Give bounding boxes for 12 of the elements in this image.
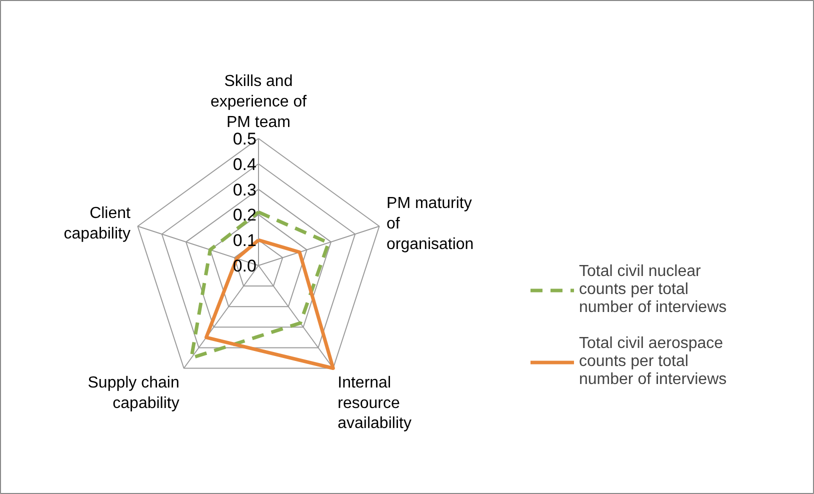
y-tick-label: 0.4: [232, 154, 256, 174]
y-tick-label: 0.3: [232, 180, 256, 200]
spoke-label: PM maturity of organisation: [386, 195, 474, 253]
legend-label: Total civil nuclear counts per total number of interviews: [579, 263, 727, 317]
spoke-label: Internal resource availability: [338, 374, 412, 432]
spoke-label: Client capability: [64, 205, 132, 243]
spoke-label: Supply chain capability: [88, 374, 180, 412]
y-tick-label: 0.5: [232, 130, 256, 148]
y-tick-label: 0.2: [232, 206, 256, 225]
legend-label: Total civil aerospace counts per total number of interviews: [579, 335, 727, 389]
spoke-label: Skills and experience of PM team: [210, 73, 308, 131]
y-tick-label: 0.1: [232, 231, 256, 250]
